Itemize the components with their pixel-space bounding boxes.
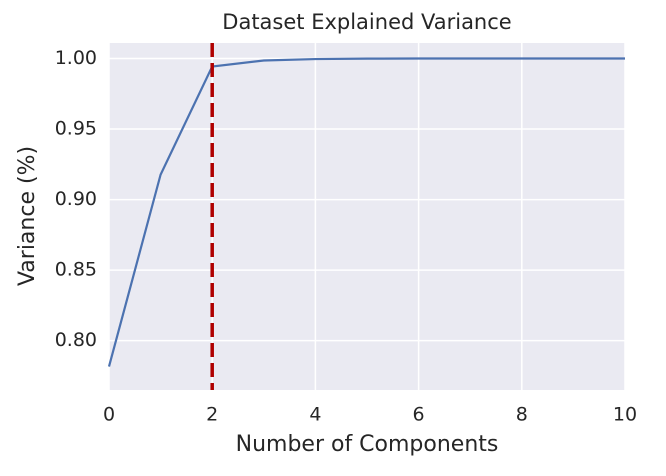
x-tick-label: 10 <box>613 404 637 426</box>
y-tick-label: 0.80 <box>55 329 97 351</box>
y-tick-label: 0.90 <box>55 188 97 210</box>
plot-background <box>109 43 625 390</box>
x-tick-label: 6 <box>413 404 425 426</box>
x-tick-label: 0 <box>103 404 115 426</box>
chart-title: Dataset Explained Variance <box>222 10 511 34</box>
x-axis-label: Number of Components <box>236 432 499 457</box>
x-tick-label: 4 <box>309 404 321 426</box>
x-tick-label: 2 <box>206 404 218 426</box>
y-tick-label: 0.95 <box>55 118 97 140</box>
y-tick-label: 1.00 <box>55 47 97 69</box>
y-axis-label: Variance (%) <box>15 146 40 286</box>
line-series <box>107 57 625 367</box>
y-tick-label: 0.85 <box>55 259 97 281</box>
x-tick-label: 8 <box>516 404 528 426</box>
